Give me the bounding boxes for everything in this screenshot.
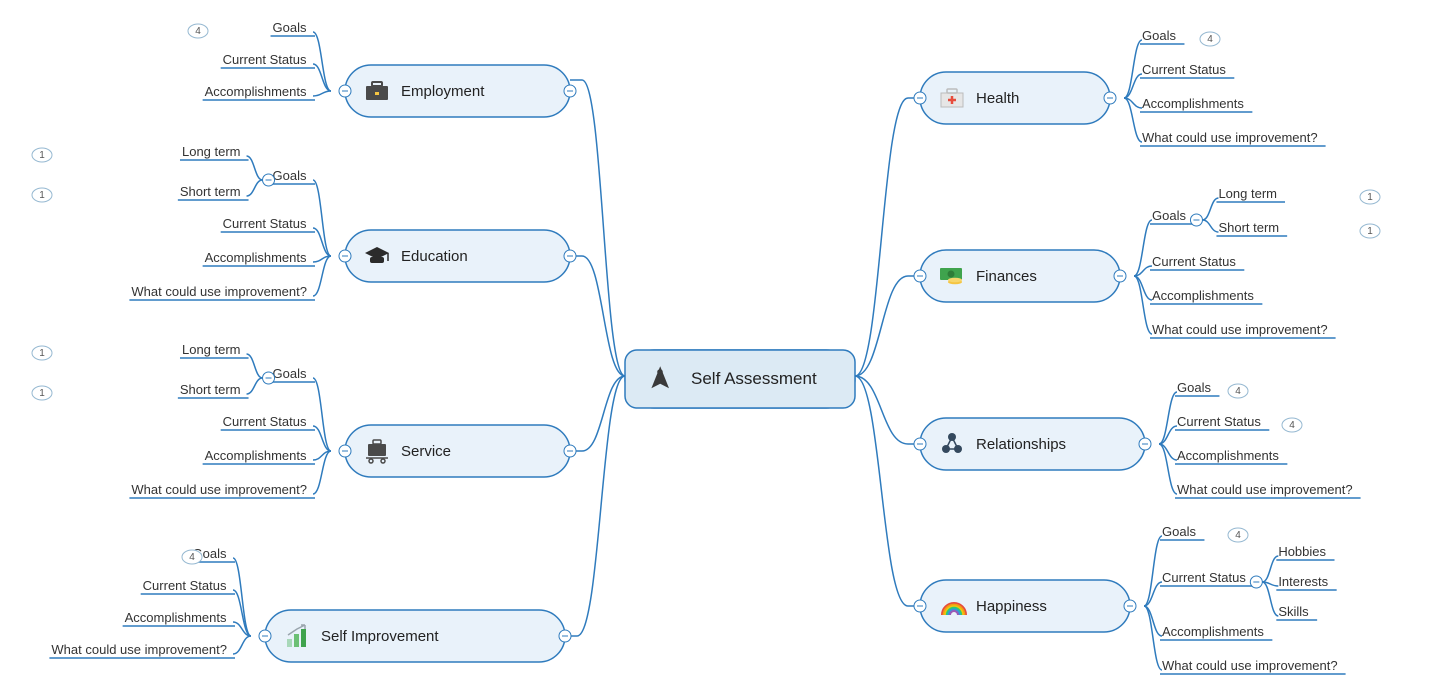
svg-text:Health: Health <box>976 90 1019 107</box>
svg-text:Current Status: Current Status <box>143 578 227 593</box>
svg-text:Long term: Long term <box>182 342 241 357</box>
svg-text:Current Status: Current Status <box>1152 254 1236 269</box>
svg-text:What could use improvement?: What could use improvement? <box>1152 322 1328 337</box>
svg-text:1: 1 <box>39 150 45 161</box>
svg-text:Short term: Short term <box>180 184 241 199</box>
svg-text:Employment: Employment <box>401 83 485 100</box>
svg-text:Relationships: Relationships <box>976 436 1066 453</box>
svg-text:Skills: Skills <box>1278 604 1309 619</box>
svg-text:4: 4 <box>189 552 195 563</box>
svg-text:Goals: Goals <box>1162 524 1196 539</box>
svg-text:Goals: Goals <box>1177 380 1211 395</box>
svg-text:Accomplishments: Accomplishments <box>205 250 307 265</box>
svg-text:Finances: Finances <box>976 268 1037 285</box>
svg-text:Goals: Goals <box>1152 208 1186 223</box>
svg-text:Accomplishments: Accomplishments <box>1162 624 1264 639</box>
svg-text:1: 1 <box>39 348 45 359</box>
svg-text:4: 4 <box>1289 420 1295 431</box>
svg-text:Accomplishments: Accomplishments <box>125 610 227 625</box>
svg-text:What could use improvement?: What could use improvement? <box>1177 482 1353 497</box>
svg-text:Current Status: Current Status <box>1162 570 1246 585</box>
svg-text:What could use improvement?: What could use improvement? <box>1162 658 1338 673</box>
svg-text:Goals: Goals <box>273 20 307 35</box>
svg-text:Accomplishments: Accomplishments <box>1142 96 1244 111</box>
svg-text:4: 4 <box>1207 34 1213 45</box>
svg-text:Goals: Goals <box>273 366 307 381</box>
svg-text:Accomplishments: Accomplishments <box>205 448 307 463</box>
svg-text:Long term: Long term <box>1218 186 1277 201</box>
svg-text:Accomplishments: Accomplishments <box>205 84 307 99</box>
svg-text:Hobbies: Hobbies <box>1278 544 1326 559</box>
svg-text:Service: Service <box>401 443 451 460</box>
svg-text:Goals: Goals <box>273 168 307 183</box>
svg-text:Accomplishments: Accomplishments <box>1152 288 1254 303</box>
svg-text:Goals: Goals <box>1142 28 1176 43</box>
svg-text:4: 4 <box>1235 386 1241 397</box>
svg-text:What could use improvement?: What could use improvement? <box>131 284 307 299</box>
svg-text:What could use improvement?: What could use improvement? <box>131 482 307 497</box>
svg-text:4: 4 <box>195 26 201 37</box>
svg-text:Self Improvement: Self Improvement <box>321 628 439 645</box>
svg-text:Current Status: Current Status <box>223 216 307 231</box>
svg-text:What could use improvement?: What could use improvement? <box>1142 130 1318 145</box>
svg-text:1: 1 <box>1367 192 1373 203</box>
svg-text:Current Status: Current Status <box>223 52 307 67</box>
svg-text:Current Status: Current Status <box>1142 62 1226 77</box>
svg-text:What could use improvement?: What could use improvement? <box>51 642 227 657</box>
svg-text:Current Status: Current Status <box>1177 414 1261 429</box>
svg-text:4: 4 <box>1235 530 1241 541</box>
svg-text:Short term: Short term <box>180 382 241 397</box>
self-assessment-mindmap: Employment Goals 4 Current Status Accomplish… <box>0 0 1433 700</box>
svg-text:Happiness: Happiness <box>976 598 1047 615</box>
svg-text:Accomplishments: Accomplishments <box>1177 448 1279 463</box>
svg-text:Interests: Interests <box>1278 574 1328 589</box>
svg-text:1: 1 <box>39 388 45 399</box>
svg-text:1: 1 <box>39 190 45 201</box>
svg-text:Long term: Long term <box>182 144 241 159</box>
svg-text:Short term: Short term <box>1218 220 1279 235</box>
svg-text:1: 1 <box>1367 226 1373 237</box>
svg-text:Self Assessment: Self Assessment <box>691 369 817 388</box>
svg-text:Current Status: Current Status <box>223 414 307 429</box>
svg-text:Education: Education <box>401 248 468 265</box>
